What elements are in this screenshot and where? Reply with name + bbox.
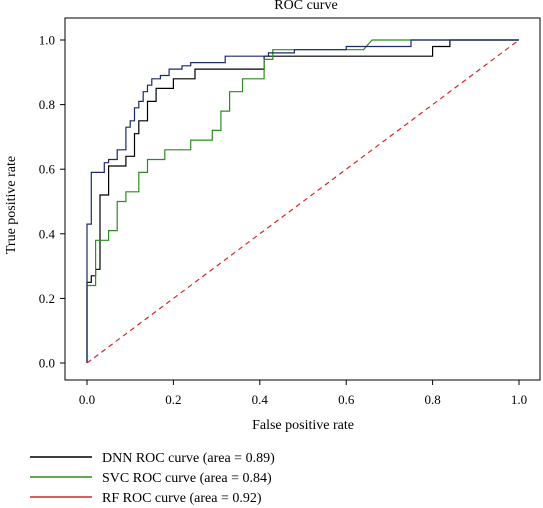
rf-roc-line [86, 39, 519, 363]
y-tick-label: 0.6 [39, 162, 56, 177]
x-axis-label: False positive rate [252, 418, 354, 433]
y-tick-label: 0.2 [39, 291, 55, 306]
y-axis-label: True positive rate [4, 156, 19, 254]
legend: DNN ROC curve (area = 0.89) SVC ROC curve… [30, 451, 275, 506]
y-tick-label: 0.4 [39, 226, 56, 241]
x-axis: 0.0 0.2 0.4 0.6 0.8 1.0 [79, 380, 527, 407]
x-tick-label: 0.0 [79, 392, 95, 407]
svc-roc-line [86, 39, 519, 363]
x-tick-label: 0.6 [338, 392, 355, 407]
series-layer [86, 39, 520, 364]
x-tick-label: 1.0 [511, 392, 527, 407]
x-tick-label: 0.4 [252, 392, 269, 407]
legend-label: RF ROC curve (area = 0.92) [102, 491, 262, 506]
y-tick-label: 0.8 [39, 97, 55, 112]
legend-label: SVC ROC curve (area = 0.84) [102, 471, 272, 486]
x-tick-label: 0.2 [165, 392, 181, 407]
dnn-roc-line [86, 39, 519, 363]
y-tick-label: 0.0 [39, 356, 55, 371]
chart-title: ROC curve [274, 0, 337, 13]
chance-diagonal-line [86, 39, 520, 364]
x-tick-label: 0.8 [424, 392, 440, 407]
plot-frame [64, 17, 541, 381]
plot-area [64, 17, 541, 381]
y-tick-label: 1.0 [39, 33, 55, 48]
y-axis: 0.0 0.2 0.4 0.6 0.8 1.0 [39, 33, 65, 371]
legend-label: DNN ROC curve (area = 0.89) [102, 451, 275, 466]
